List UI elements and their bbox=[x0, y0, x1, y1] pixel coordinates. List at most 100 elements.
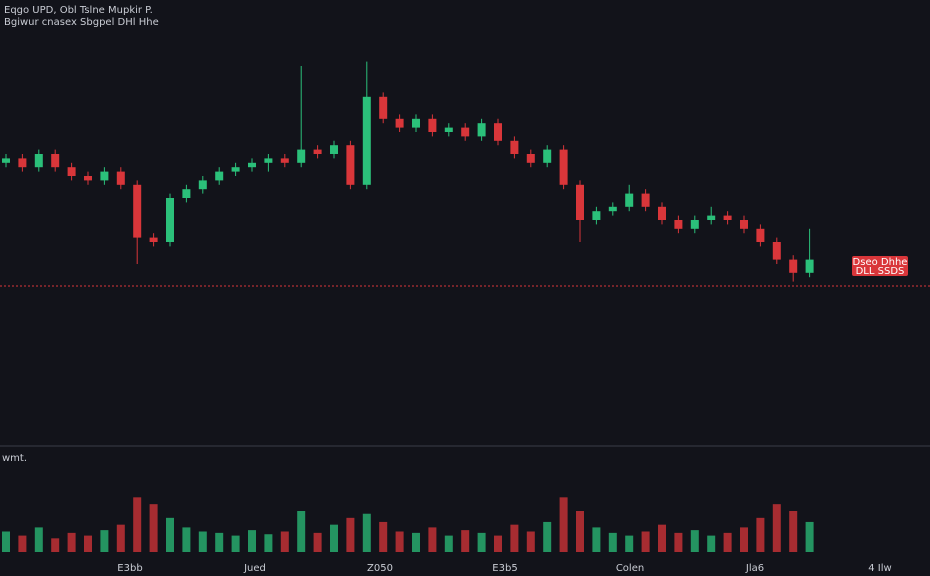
candle-body bbox=[494, 123, 502, 141]
volume-bar bbox=[18, 535, 27, 552]
volume-bar bbox=[772, 504, 781, 552]
volume-bar bbox=[100, 530, 109, 552]
volume-bar bbox=[740, 527, 748, 552]
candle-body bbox=[346, 145, 355, 185]
volume-bar bbox=[51, 538, 60, 552]
volume-bar bbox=[494, 535, 502, 552]
candle-body bbox=[84, 176, 92, 181]
candle-body bbox=[149, 237, 158, 242]
volume-bar bbox=[346, 517, 355, 552]
candle-body bbox=[116, 171, 125, 185]
candle-body bbox=[362, 96, 371, 185]
volume-bar bbox=[658, 524, 666, 552]
candle-body bbox=[658, 206, 666, 220]
volume-bar bbox=[182, 527, 191, 552]
volume-bar bbox=[608, 532, 617, 552]
volume-bar bbox=[2, 531, 10, 552]
volume-bar bbox=[412, 532, 420, 552]
candle-body bbox=[723, 215, 732, 220]
candle-body bbox=[608, 206, 617, 212]
volume-bar bbox=[543, 521, 552, 552]
volume-bar bbox=[526, 531, 535, 552]
x-axis-label: Colen bbox=[616, 563, 644, 574]
volume-bar bbox=[362, 513, 371, 552]
volume-bar bbox=[592, 527, 601, 552]
candle-body bbox=[461, 127, 470, 137]
volume-bar bbox=[625, 535, 634, 552]
candle-body bbox=[412, 118, 420, 128]
chart-subtitle: Bgiwur cnasex Sbgpel DHl Hhe bbox=[4, 17, 159, 28]
volume-bar bbox=[805, 521, 814, 552]
candle-body bbox=[510, 140, 519, 154]
volume-bar bbox=[461, 530, 470, 552]
candle-body bbox=[740, 220, 748, 229]
candle-body bbox=[330, 145, 338, 154]
volume-bar bbox=[756, 517, 765, 552]
candle-body bbox=[379, 96, 388, 119]
candle-body bbox=[248, 162, 256, 168]
volume-bar bbox=[198, 531, 207, 552]
x-axis-label: Z050 bbox=[367, 563, 393, 574]
x-axis-label: 4 Ilw bbox=[868, 563, 891, 574]
volume-bar bbox=[707, 535, 716, 552]
candle-body bbox=[264, 158, 273, 163]
volume-bar bbox=[264, 534, 273, 552]
candle-body bbox=[805, 259, 814, 273]
volume-bar bbox=[690, 530, 699, 552]
candle-body bbox=[166, 198, 174, 242]
volume-bar bbox=[34, 527, 43, 552]
x-axis-label: E3bb bbox=[117, 563, 142, 574]
volume-bar bbox=[395, 531, 404, 552]
price-label-box bbox=[852, 256, 908, 276]
volume-bar bbox=[166, 517, 174, 552]
candle-body bbox=[100, 171, 109, 181]
candle-body bbox=[789, 259, 798, 273]
candle-body bbox=[51, 154, 60, 168]
price-label: DLL SSDS bbox=[856, 266, 905, 277]
candle-body bbox=[198, 180, 207, 190]
volume-bar bbox=[149, 504, 158, 552]
volume-bar bbox=[330, 524, 338, 552]
volume-bar bbox=[84, 535, 92, 552]
volume-bar bbox=[576, 511, 584, 552]
candle-body bbox=[313, 149, 322, 154]
x-axis-label: Jla6 bbox=[745, 563, 764, 574]
candle-body bbox=[231, 167, 240, 172]
volume-bar bbox=[280, 531, 289, 552]
price-label: Dseo Dhhe bbox=[853, 257, 908, 268]
volume-bar bbox=[215, 532, 224, 552]
candle-body bbox=[67, 167, 76, 176]
volume-label: wmt. bbox=[2, 453, 27, 464]
volume-bar bbox=[116, 524, 125, 552]
candle-body bbox=[641, 193, 650, 207]
volume-bar bbox=[313, 532, 322, 552]
candle-body bbox=[444, 127, 453, 132]
volume-bar bbox=[67, 532, 76, 552]
volume-bar bbox=[510, 524, 519, 552]
candle-body bbox=[297, 149, 306, 163]
volume-bar bbox=[231, 535, 240, 552]
candle-body bbox=[428, 118, 437, 132]
candle-body bbox=[543, 149, 552, 163]
candle-body bbox=[395, 118, 404, 128]
volume-bar bbox=[559, 497, 568, 552]
candle-body bbox=[690, 220, 699, 229]
candle-body bbox=[625, 193, 634, 207]
candle-body bbox=[133, 184, 142, 238]
candle-body bbox=[34, 154, 43, 168]
volume-bar bbox=[641, 531, 650, 552]
candle-body bbox=[756, 228, 765, 242]
volume-bar bbox=[444, 535, 453, 552]
candle-body bbox=[526, 154, 535, 163]
candle-body bbox=[707, 215, 716, 220]
candle-body bbox=[559, 149, 568, 185]
volume-bar bbox=[248, 530, 256, 552]
volume-bar bbox=[674, 532, 683, 552]
x-axis-label: E3b5 bbox=[492, 563, 517, 574]
volume-bar bbox=[789, 511, 798, 552]
candle-body bbox=[280, 158, 289, 163]
volume-bar bbox=[133, 497, 142, 552]
volume-bar bbox=[379, 521, 388, 552]
